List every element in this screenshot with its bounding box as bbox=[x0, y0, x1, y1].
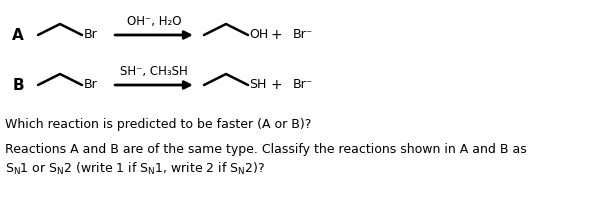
Text: A: A bbox=[12, 27, 24, 42]
Text: Br⁻: Br⁻ bbox=[293, 28, 313, 42]
Text: +: + bbox=[270, 28, 282, 42]
Text: OH: OH bbox=[249, 28, 268, 42]
Text: SH: SH bbox=[249, 78, 266, 92]
Text: Br: Br bbox=[84, 78, 98, 92]
Text: Which reaction is predicted to be faster (A or B)?: Which reaction is predicted to be faster… bbox=[5, 118, 311, 131]
Text: +: + bbox=[270, 78, 282, 92]
Text: B: B bbox=[12, 77, 24, 92]
Text: SH⁻, CH₃SH: SH⁻, CH₃SH bbox=[120, 65, 188, 78]
Text: OH⁻, H₂O: OH⁻, H₂O bbox=[127, 15, 181, 28]
Text: Reactions A and B are of the same type. Classify the reactions shown in A and B : Reactions A and B are of the same type. … bbox=[5, 143, 527, 156]
Text: Br⁻: Br⁻ bbox=[293, 78, 313, 92]
Text: Br: Br bbox=[84, 28, 98, 42]
Text: $\mathregular{S_N}$1 or $\mathregular{S_N}$2 (write 1 if $\mathregular{S_N}$1, w: $\mathregular{S_N}$1 or $\mathregular{S_… bbox=[5, 161, 265, 177]
